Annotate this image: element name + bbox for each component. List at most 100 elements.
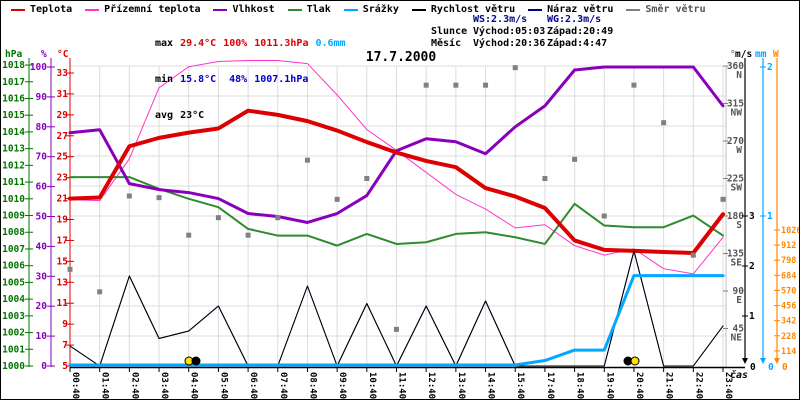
- time-label: 08:40: [307, 372, 317, 399]
- tick-label: 90: [733, 286, 745, 297]
- wind-direction-point: [453, 82, 459, 88]
- tick-label: 100: [30, 62, 47, 73]
- stats-avg-row: avg 23°C: [155, 110, 353, 122]
- tick-label: 3: [749, 211, 755, 222]
- series-tlak: [69, 176, 724, 247]
- axis-rain: mm2 1 0: [755, 49, 774, 373]
- wind-direction-point: [483, 82, 489, 88]
- grid: [69, 65, 727, 367]
- avg-temperature: 23°C: [180, 110, 205, 121]
- legend-item-1: Teplota: [11, 4, 72, 15]
- tick-label: 1: [767, 211, 773, 222]
- time-label: 04:40: [189, 372, 199, 399]
- axis-title-hPa: hPa: [5, 49, 22, 60]
- wind-direction-point: [334, 196, 340, 202]
- legend-swatch: [626, 8, 641, 11]
- time-label: 05:40: [218, 372, 228, 399]
- tick-label: 1005: [2, 277, 25, 288]
- legend-swatch: [85, 8, 100, 11]
- legend-item-4: Tlak: [287, 4, 331, 15]
- series-srazky: [68, 274, 725, 367]
- tick-label: 17: [57, 235, 68, 246]
- tick-label: 1013: [2, 144, 25, 155]
- zero-label: 0: [768, 362, 774, 373]
- wind-direction-point: [304, 157, 310, 163]
- legend-item-8: Směr větru: [626, 4, 706, 15]
- legend-item-7: Náraz větru: [528, 4, 613, 15]
- tick-label: 1011: [2, 177, 25, 188]
- tick-label: 9: [62, 319, 68, 330]
- tick-label: 1010: [2, 194, 25, 205]
- tick-label: 21: [57, 194, 69, 205]
- time-label: 06:40: [248, 372, 258, 399]
- time-label: 13:40: [456, 372, 466, 399]
- tick-label: 684: [781, 271, 796, 281]
- compass-label: SW: [731, 183, 743, 194]
- tick-label: 50: [36, 212, 48, 223]
- tick-label: 315: [727, 99, 744, 110]
- wind-direction-point: [97, 289, 103, 295]
- sunset-time: Západ:20:49: [547, 26, 614, 37]
- tick-label: 114: [781, 347, 796, 357]
- wind-direction-point: [186, 232, 192, 238]
- legend-swatch: [411, 8, 426, 11]
- tick-label: 1016: [2, 93, 25, 104]
- axis-title-mm: mm: [755, 49, 767, 60]
- wind-direction-point: [275, 215, 281, 221]
- tick-label: 1007: [2, 244, 25, 255]
- tick-label: 15: [57, 256, 69, 267]
- wind-direction-point: [720, 196, 726, 202]
- legend-swatch: [343, 8, 358, 11]
- compass-label: NE: [731, 333, 743, 344]
- tick-label: 1008: [2, 227, 25, 238]
- time-label: 10:40: [367, 372, 377, 399]
- tick-label: 31: [57, 89, 69, 100]
- tick-label: 1006: [2, 261, 25, 272]
- moonset-time: Západ:4:47: [547, 38, 608, 49]
- tick-label: 570: [781, 286, 796, 296]
- series-teplota: [68, 108, 725, 255]
- axis-wind-speed: m/s 3 2 1 0: [735, 49, 756, 373]
- tick-label: 40: [36, 241, 48, 252]
- wind-direction-point: [67, 266, 73, 272]
- x-axis-title: čas: [730, 369, 748, 381]
- wind-direction-point: [394, 326, 399, 332]
- tick-label: 10: [36, 331, 48, 342]
- wind-direction-point: [215, 215, 221, 221]
- x-axis: 00:40 01:40 02:40 03:40 04:40 05:40 06:40 07:40…: [69, 366, 748, 399]
- tick-label: 1018: [2, 60, 25, 71]
- tick-label: 270: [727, 136, 744, 147]
- axis-temperature: °C 33 31 29 27 25 23 21 19 17 15 13 11 9 7 5: [57, 49, 74, 372]
- moonset-marker: [191, 356, 201, 366]
- tick-label: 2: [767, 62, 773, 73]
- time-label: 20:40: [634, 372, 644, 399]
- max-label: max: [155, 38, 174, 49]
- sun-label: Slunce: [431, 26, 468, 37]
- sun-moon-block: WS:2.3m/s WG:2.3m/s Slunce Východ:05:03 …: [431, 14, 613, 50]
- wind-direction-point: [423, 82, 429, 88]
- tick-label: 1015: [2, 110, 25, 121]
- tick-label: 19: [57, 215, 69, 226]
- legend-label: Srážky: [362, 4, 399, 15]
- wind-direction-point: [156, 195, 162, 201]
- tick-label: 30: [36, 271, 48, 282]
- legend-label: Teplota: [30, 4, 73, 15]
- tick-label: 1014: [2, 127, 25, 138]
- compass-label: N: [736, 70, 742, 81]
- compass-label: E: [736, 295, 742, 306]
- wind-direction-point: [601, 213, 607, 219]
- legend-label: Tlak: [306, 4, 331, 15]
- time-label: 19:40: [604, 372, 614, 399]
- legend-item-5: Srážky: [343, 4, 399, 15]
- wind-direction-point: [631, 82, 637, 88]
- time-label: 03:40: [159, 372, 169, 399]
- time-label: 07:40: [278, 372, 288, 399]
- stats-min-row: min 15.8°C 48% 1007.1hPa: [155, 74, 353, 86]
- compass-label: W: [736, 145, 742, 156]
- zero-label: 0: [750, 362, 756, 373]
